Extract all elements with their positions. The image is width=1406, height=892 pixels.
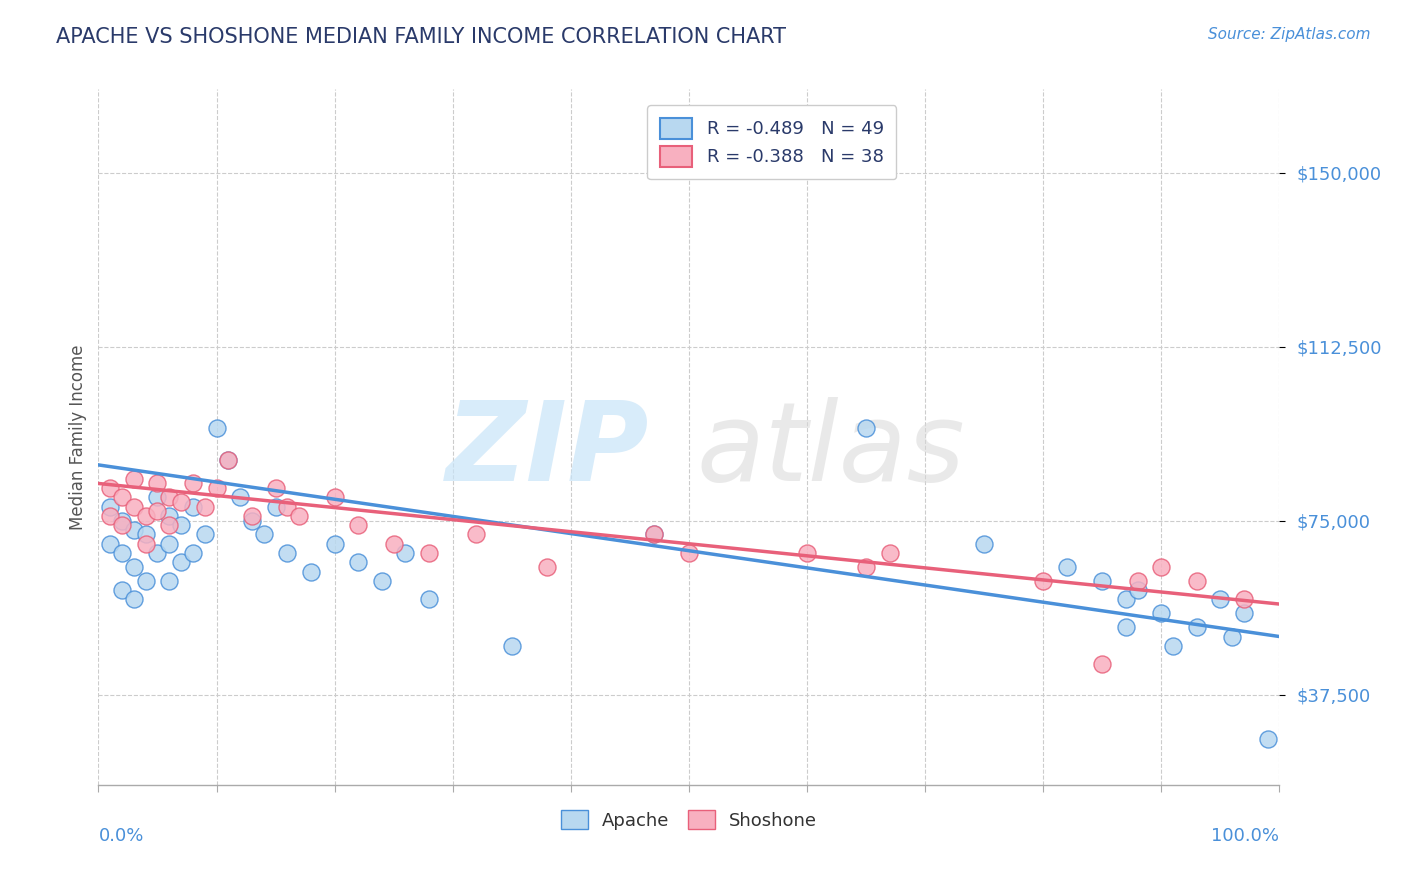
Point: [1091, 657, 1114, 672]
Text: 0.0%: 0.0%: [98, 827, 143, 845]
Point: [323, 537, 346, 551]
Point: [299, 565, 322, 579]
Point: [205, 421, 228, 435]
Point: [253, 527, 276, 541]
Point: [170, 555, 193, 569]
Point: [157, 537, 180, 551]
Point: [135, 537, 157, 551]
Point: [229, 491, 252, 505]
Point: [194, 500, 217, 514]
Point: [98, 481, 121, 495]
Point: [678, 546, 700, 560]
Point: [1220, 630, 1243, 644]
Point: [135, 527, 157, 541]
Legend: Apache, Shoshone: Apache, Shoshone: [551, 801, 827, 838]
Point: [170, 518, 193, 533]
Point: [146, 546, 169, 560]
Point: [276, 500, 298, 514]
Point: [240, 508, 263, 523]
Point: [111, 583, 134, 598]
Point: [122, 500, 145, 514]
Point: [157, 491, 180, 505]
Point: [146, 504, 169, 518]
Point: [1126, 574, 1149, 588]
Point: [1233, 592, 1256, 607]
Point: [240, 514, 263, 528]
Point: [276, 546, 298, 560]
Point: [465, 527, 488, 541]
Y-axis label: Median Family Income: Median Family Income: [69, 344, 87, 530]
Point: [643, 527, 665, 541]
Point: [347, 518, 370, 533]
Point: [181, 500, 204, 514]
Text: atlas: atlas: [696, 398, 965, 505]
Point: [170, 495, 193, 509]
Point: [217, 453, 239, 467]
Point: [217, 453, 239, 467]
Point: [418, 546, 440, 560]
Point: [1185, 620, 1208, 634]
Point: [98, 500, 121, 514]
Point: [796, 546, 818, 560]
Point: [135, 508, 157, 523]
Point: [98, 537, 121, 551]
Point: [1032, 574, 1054, 588]
Point: [323, 491, 346, 505]
Point: [501, 639, 523, 653]
Point: [1126, 583, 1149, 598]
Point: [181, 546, 204, 560]
Point: [347, 555, 370, 569]
Point: [382, 537, 405, 551]
Point: [157, 518, 180, 533]
Point: [418, 592, 440, 607]
Point: [1056, 560, 1078, 574]
Point: [264, 481, 287, 495]
Point: [157, 574, 180, 588]
Point: [855, 560, 877, 574]
Point: [122, 560, 145, 574]
Point: [264, 500, 287, 514]
Text: 100.0%: 100.0%: [1212, 827, 1279, 845]
Point: [855, 421, 877, 435]
Point: [288, 508, 311, 523]
Point: [394, 546, 416, 560]
Point: [1150, 607, 1173, 621]
Point: [157, 508, 180, 523]
Point: [536, 560, 558, 574]
Point: [122, 523, 145, 537]
Point: [98, 508, 121, 523]
Point: [111, 491, 134, 505]
Point: [146, 491, 169, 505]
Point: [1257, 731, 1279, 746]
Point: [1115, 620, 1137, 634]
Point: [879, 546, 901, 560]
Point: [1091, 574, 1114, 588]
Point: [1150, 560, 1173, 574]
Point: [1185, 574, 1208, 588]
Point: [1115, 592, 1137, 607]
Point: [111, 518, 134, 533]
Point: [135, 574, 157, 588]
Point: [194, 527, 217, 541]
Point: [371, 574, 394, 588]
Text: ZIP: ZIP: [446, 398, 650, 505]
Point: [146, 476, 169, 491]
Point: [1233, 607, 1256, 621]
Point: [111, 546, 134, 560]
Point: [973, 537, 995, 551]
Point: [181, 476, 204, 491]
Point: [205, 481, 228, 495]
Point: [122, 472, 145, 486]
Text: Source: ZipAtlas.com: Source: ZipAtlas.com: [1208, 27, 1371, 42]
Point: [1209, 592, 1232, 607]
Point: [122, 592, 145, 607]
Point: [643, 527, 665, 541]
Point: [1161, 639, 1184, 653]
Text: APACHE VS SHOSHONE MEDIAN FAMILY INCOME CORRELATION CHART: APACHE VS SHOSHONE MEDIAN FAMILY INCOME …: [56, 27, 786, 46]
Point: [111, 514, 134, 528]
